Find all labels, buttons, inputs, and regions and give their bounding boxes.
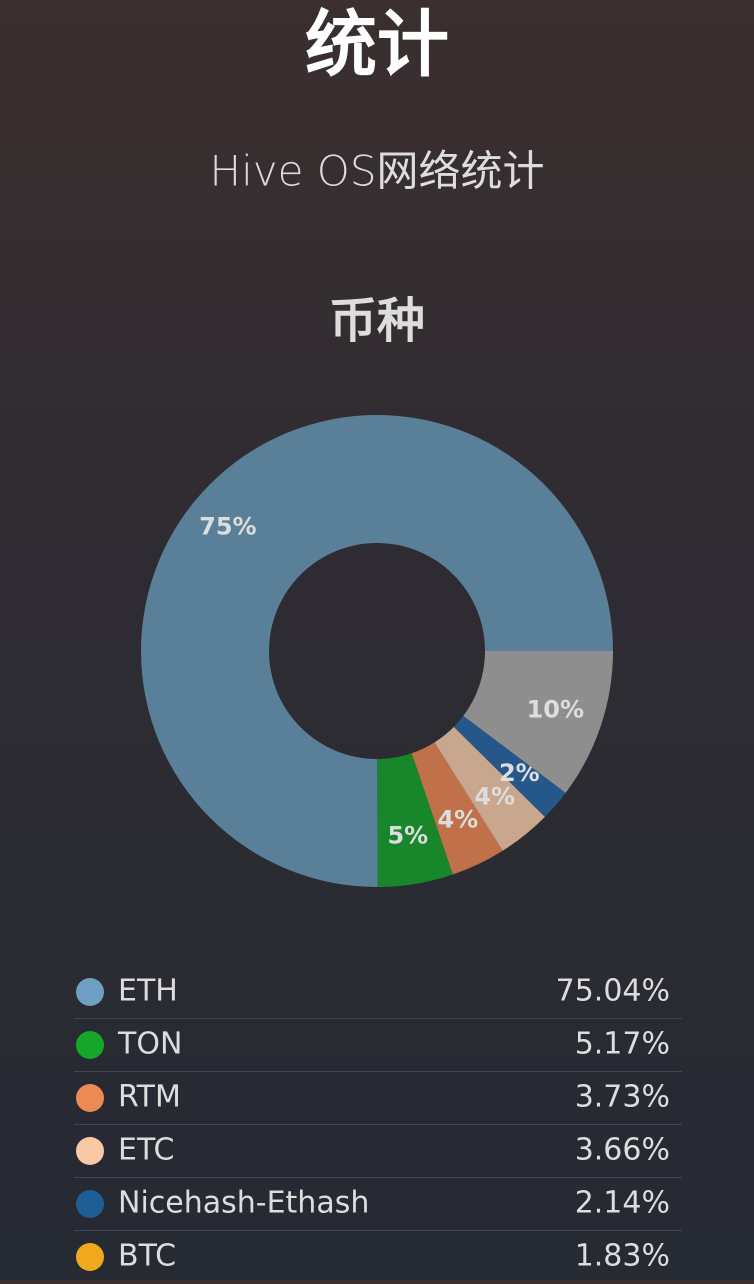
pie-slice [434,726,545,851]
pie-slice [453,715,566,817]
slice-label: 5% [387,821,428,849]
legend-value: 75.04% [556,974,670,1009]
legend-name: BTC [118,1239,176,1274]
pie-slice [463,651,613,793]
legend-value: 1.83% [575,1239,670,1274]
legend-name: ETH [118,974,178,1009]
legend-name: ETC [118,1133,174,1168]
donut-chart: 75%5%4%4%2%10% [141,415,613,887]
legend-dot [76,1031,104,1059]
pie-slice [141,415,613,887]
slice-label: 10% [527,696,584,724]
legend-name: RTM [118,1080,181,1115]
slice-label: 4% [437,806,478,834]
page-title: 统计 [305,3,449,87]
legend-value: 3.73% [575,1080,670,1115]
legend-dot [76,1190,104,1218]
legend-name: Nicehash-Ethash [118,1186,369,1221]
pie-slice [377,753,453,887]
legend-name: TON [117,1027,182,1062]
legend-value: 3.66% [575,1133,670,1168]
legend-dot [76,1137,104,1165]
chart-title: 币种 [329,293,425,349]
legend-dot [76,978,104,1006]
legend: ETH 75.04% TON 5.17% RTM 3.73% ETC 3.66% Nicehas… [74,974,682,1284]
legend-value: 5.17% [575,1027,670,1062]
slice-label: 75% [199,513,256,541]
page-subtitle: Hive OS网络统计 [209,147,544,196]
pie-slice [411,742,503,875]
legend-value: 2.14% [575,1186,670,1221]
slice-label: 4% [474,783,515,811]
legend-dot [76,1243,104,1271]
legend-dot [76,1084,104,1112]
